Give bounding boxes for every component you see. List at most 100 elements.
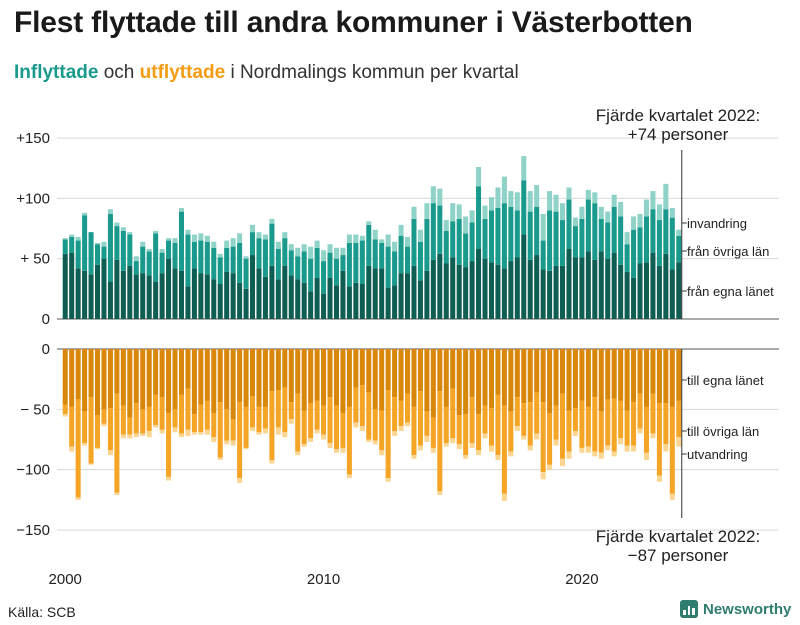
bar-in-invandring (592, 192, 598, 204)
bar-in-ovriga-lan (95, 244, 101, 265)
bar-out-ovriga-lan (527, 402, 533, 446)
bar-in-invandring (308, 246, 314, 259)
bar-in-ovriga-lan (275, 249, 281, 280)
bar-in-egna-lanet (191, 268, 197, 319)
bar-in-invandring (262, 234, 268, 240)
bar-out-ovriga-lan (153, 394, 159, 426)
bar-out-utvandring (62, 414, 68, 417)
bar-out-utvandring (211, 437, 217, 442)
bar-out-utvandring (553, 439, 559, 446)
bar-out-utvandring (560, 458, 566, 467)
bar-in-egna-lanet (346, 286, 352, 319)
bar-in-invandring (107, 209, 113, 215)
bar-out-egna-lanet (676, 349, 682, 401)
y-tick-label-top: + 50 (20, 251, 50, 268)
bar-out-ovriga-lan (676, 400, 682, 438)
bar-in-egna-lanet (372, 268, 378, 319)
bar-out-egna-lanet (88, 349, 94, 398)
bar-out-utvandring (417, 445, 423, 451)
bar-in-ovriga-lan (669, 217, 675, 270)
y-tick-label-bottom: 0 (42, 341, 50, 358)
bar-out-egna-lanet (256, 349, 262, 407)
bar-in-egna-lanet (379, 268, 385, 319)
bar-in-egna-lanet (250, 255, 256, 319)
bar-in-egna-lanet (288, 275, 294, 319)
bar-out-egna-lanet (643, 349, 649, 407)
bar-out-ovriga-lan (82, 411, 88, 444)
bar-out-egna-lanet (166, 349, 172, 413)
bar-out-utvandring (495, 455, 501, 461)
bar-in-egna-lanet (101, 258, 107, 319)
bar-in-egna-lanet (127, 265, 133, 319)
bar-in-egna-lanet (159, 273, 165, 319)
bar-out-ovriga-lan (463, 414, 469, 456)
bar-in-invandring (611, 194, 617, 207)
bar-out-ovriga-lan (631, 402, 637, 446)
bar-out-egna-lanet (592, 349, 598, 398)
bar-in-ovriga-lan (69, 236, 75, 253)
bar-out-ovriga-lan (482, 405, 488, 434)
bar-in-egna-lanet (508, 261, 514, 319)
bar-in-invandring (553, 194, 559, 212)
bar-in-invandring (508, 191, 514, 207)
x-tick-label: 2010 (307, 571, 340, 588)
bar-out-ovriga-lan (456, 415, 462, 445)
bar-in-invandring (450, 203, 456, 222)
bar-in-egna-lanet (198, 273, 204, 319)
bar-in-ovriga-lan (598, 218, 604, 252)
bar-in-invandring (62, 238, 68, 240)
bar-out-egna-lanet (101, 349, 107, 410)
bar-in-ovriga-lan (637, 227, 643, 264)
bar-in-invandring (476, 166, 482, 187)
bar-out-utvandring (663, 444, 669, 452)
bar-in-egna-lanet (204, 274, 210, 319)
bar-out-utvandring (172, 427, 178, 433)
bar-in-egna-lanet (405, 273, 411, 319)
bar-in-egna-lanet (178, 270, 184, 319)
bar-out-egna-lanet (669, 349, 675, 407)
bar-out-ovriga-lan (585, 406, 591, 447)
bar-in-egna-lanet (366, 265, 372, 319)
newsworthy-logo: Newsworthy (680, 600, 791, 618)
bar-out-utvandring (437, 491, 443, 496)
bar-out-utvandring (133, 433, 139, 438)
chart-subtitle: Inflyttade och utflyttade i Nordmalings … (14, 62, 519, 84)
bar-out-utvandring (650, 433, 656, 439)
bar-in-ovriga-lan (62, 239, 68, 254)
bar-out-ovriga-lan (540, 402, 546, 473)
bar-out-utvandring (372, 440, 378, 445)
bar-in-invandring (605, 211, 611, 223)
bar-in-ovriga-lan (566, 199, 572, 250)
bar-out-egna-lanet (262, 349, 268, 407)
bar-in-invandring (275, 241, 281, 250)
bar-out-egna-lanet (82, 349, 88, 412)
bar-in-invandring (269, 218, 275, 224)
bar-in-egna-lanet (430, 259, 436, 319)
bar-out-utvandring (114, 492, 120, 496)
bar-in-egna-lanet (482, 258, 488, 319)
bar-out-ovriga-lan (379, 410, 385, 451)
bar-out-ovriga-lan (327, 397, 333, 444)
bar-in-ovriga-lan (224, 247, 230, 272)
bar-in-egna-lanet (443, 263, 449, 319)
bar-out-egna-lanet (469, 349, 475, 398)
bar-in-ovriga-lan (333, 258, 339, 286)
bar-out-egna-lanet (372, 349, 378, 410)
bar-out-utvandring (69, 446, 75, 452)
bar-out-utvandring (476, 450, 482, 456)
bar-in-invandring (243, 256, 249, 259)
bar-in-invandring (217, 253, 223, 258)
bar-out-utvandring (643, 452, 649, 461)
bar-in-ovriga-lan (172, 242, 178, 269)
bar-out-egna-lanet (333, 349, 339, 406)
bar-in-invandring (663, 183, 669, 210)
bar-out-utvandring (488, 445, 494, 452)
bar-out-ovriga-lan (417, 391, 423, 446)
bar-in-invandring (327, 244, 333, 253)
bar-in-egna-lanet (637, 263, 643, 319)
bar-in-ovriga-lan (262, 239, 268, 277)
bar-out-ovriga-lan (95, 415, 101, 448)
bar-in-ovriga-lan (514, 210, 520, 258)
bar-out-utvandring (314, 429, 320, 434)
bar-in-egna-lanet (605, 258, 611, 319)
